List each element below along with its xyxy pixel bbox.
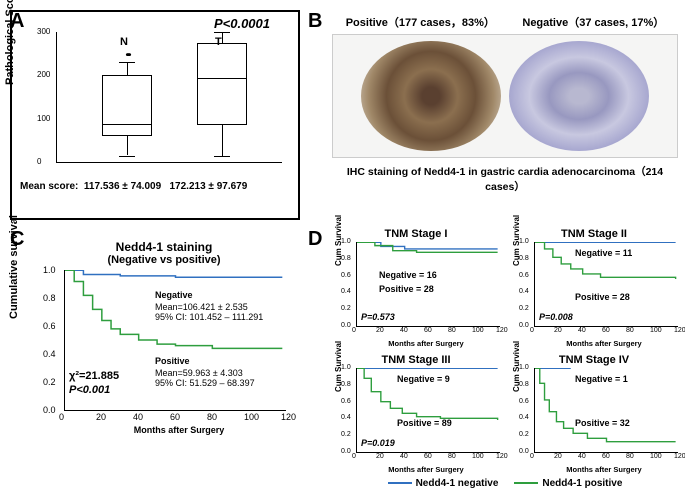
km-small-pos-line	[357, 242, 498, 252]
km-c-annotation: Mean=106.421 ± 2.535	[155, 302, 248, 312]
km-small-count: Negative = 16	[379, 270, 437, 280]
km-c-annotation: Mean=59.963 ± 4.303	[155, 368, 243, 378]
panel-c-label: C	[10, 228, 24, 251]
km-c-xtick: 0	[59, 412, 64, 422]
panel-b-label: B	[308, 10, 322, 33]
y-tick: 200	[37, 70, 50, 79]
km-small-count: Negative = 11	[575, 248, 632, 258]
km-small-xlabel: Months after Surgery	[352, 339, 500, 348]
y-tick: 0	[37, 157, 41, 166]
km-c-annotation: 95% CI: 101.452 – 111.291	[155, 312, 263, 322]
km-small-plot: 0.00.20.40.60.81.0020406080100120Negativ…	[534, 368, 678, 453]
km-c-xtick: 120	[281, 412, 296, 422]
km-stage-2: TNM Stage IICum Survival0.00.20.40.60.81…	[510, 228, 678, 348]
km-c-negative-line	[65, 270, 282, 277]
ihc-positive-image	[361, 41, 501, 151]
ihc-images	[332, 34, 678, 158]
km-c-annotation: 95% CI: 51.529 – 68.397	[155, 378, 255, 388]
km-small-count: Positive = 28	[575, 292, 630, 302]
y-tick: 300	[37, 27, 50, 36]
ihc-caption: IHC staining of Nedd4-1 in gastric cardi…	[332, 164, 678, 194]
ihc-positive-header: Positive（177 cases，83%）	[346, 14, 495, 30]
km-small-pvalue: P=0.019	[361, 438, 395, 448]
km-c-ytick: 1.0	[43, 265, 56, 275]
panel-b-content: Positive（177 cases，83%） Negative（37 case…	[308, 10, 678, 194]
x-label-T: T	[215, 36, 222, 48]
panel-a-label: A	[10, 10, 24, 33]
km-c-annotation: Negative	[155, 290, 193, 300]
mean-score-row: Mean score: 117.536 ± 74.009 172.213 ± 9…	[20, 181, 290, 192]
ihc-negative-header: Negative（37 cases, 17%）	[522, 14, 664, 30]
panel-a-box: P<0.0001 Pathological Scores 0100200300•…	[10, 10, 300, 220]
km-c-xtick: 20	[96, 412, 106, 422]
panel-c-content: Cumulative survival Nedd4-1 staining (Ne…	[10, 228, 300, 439]
boxplot-area: 0100200300••••••NT	[56, 32, 282, 163]
km-c-xtick: 100	[244, 412, 259, 422]
km-small-xlabel: Months after Surgery	[352, 465, 500, 474]
km-stage-title: TNM Stage I	[332, 228, 500, 240]
km-small-plot: 0.00.20.40.60.81.0020406080100120Negativ…	[356, 242, 500, 327]
legend-positive: Nedd4-1 positive	[514, 478, 622, 489]
km-small-plot: 0.00.20.40.60.81.0020406080100120Negativ…	[356, 368, 500, 453]
km-c-ytick: 0.4	[43, 349, 56, 359]
panel-c-title: Nedd4-1 staining	[32, 240, 296, 254]
km-stage-title: TNM Stage II	[510, 228, 678, 240]
km-stage-4: TNM Stage IVCum Survival0.00.20.40.60.81…	[510, 354, 678, 474]
km-stage-3: TNM Stage IIICum Survival0.00.20.40.60.8…	[332, 354, 500, 474]
figure-container: A P<0.0001 Pathological Scores 010020030…	[10, 10, 675, 489]
km-c-ytick: 0.6	[43, 321, 56, 331]
panel-c-subtitle: (Negative vs positive)	[32, 254, 296, 266]
km-small-plot: 0.00.20.40.60.81.0020406080100120Negativ…	[534, 242, 678, 327]
panel-d-content: TNM Stage ICum Survival0.00.20.40.60.81.…	[308, 228, 678, 489]
km-stage-title: TNM Stage IV	[510, 354, 678, 366]
km-small-xlabel: Months after Surgery	[530, 465, 678, 474]
km-small-count: Negative = 9	[397, 374, 450, 384]
panel-a-wrapper: A P<0.0001 Pathological Scores 010020030…	[10, 10, 300, 220]
km-small-xlabel: Months after Surgery	[530, 339, 678, 348]
km-c-annotation: Positive	[155, 356, 190, 366]
km-c-xtick: 60	[170, 412, 180, 422]
panel-d-wrapper: D TNM Stage ICum Survival0.00.20.40.60.8…	[308, 228, 678, 489]
ihc-header: Positive（177 cases，83%） Negative（37 case…	[332, 14, 678, 30]
panel-d-label: D	[308, 228, 322, 251]
km-small-count: Negative = 1	[575, 374, 628, 384]
km-stage-title: TNM Stage III	[332, 354, 500, 366]
km-c-annotation: χ²=21.885	[69, 370, 119, 382]
panel-d-legend: Nedd4-1 negative Nedd4-1 positive	[332, 478, 678, 489]
ihc-negative-image	[509, 41, 649, 151]
km-small-pvalue: P=0.573	[361, 312, 395, 322]
km-c-ytick: 0.8	[43, 293, 56, 303]
km-grid: TNM Stage ICum Survival0.00.20.40.60.81.…	[332, 228, 678, 474]
km-plot-c: 0.00.20.40.60.81.0020406080100120Negativ…	[64, 270, 286, 411]
panel-b-wrapper: B Positive（177 cases，83%） Negative（37 ca…	[308, 10, 678, 220]
km-c-ytick: 0.0	[43, 405, 56, 415]
km-small-pvalue: P=0.008	[539, 312, 573, 322]
km-c-xtick: 40	[133, 412, 143, 422]
km-small-count: Positive = 89	[397, 418, 452, 428]
x-label-N: N	[120, 36, 128, 48]
panel-c-xlabel: Months after Surgery	[62, 425, 296, 435]
km-small-count: Positive = 28	[379, 284, 434, 294]
y-tick: 100	[37, 114, 50, 123]
km-stage-1: TNM Stage ICum Survival0.00.20.40.60.81.…	[332, 228, 500, 348]
mean-t: 172.213 ± 97.679	[170, 181, 248, 192]
km-c-ytick: 0.2	[43, 377, 56, 387]
panel-a-pvalue: P<0.0001	[214, 16, 270, 31]
km-c-annotation: P<0.001	[69, 384, 110, 396]
panel-c-wrapper: C Cumulative survival Nedd4-1 staining (…	[10, 228, 300, 489]
km-c-xtick: 80	[207, 412, 217, 422]
mean-score-label: Mean score:	[20, 181, 78, 192]
legend-negative: Nedd4-1 negative	[388, 478, 499, 489]
km-small-count: Positive = 32	[575, 418, 630, 428]
mean-n: 117.536 ± 74.009	[84, 181, 161, 192]
